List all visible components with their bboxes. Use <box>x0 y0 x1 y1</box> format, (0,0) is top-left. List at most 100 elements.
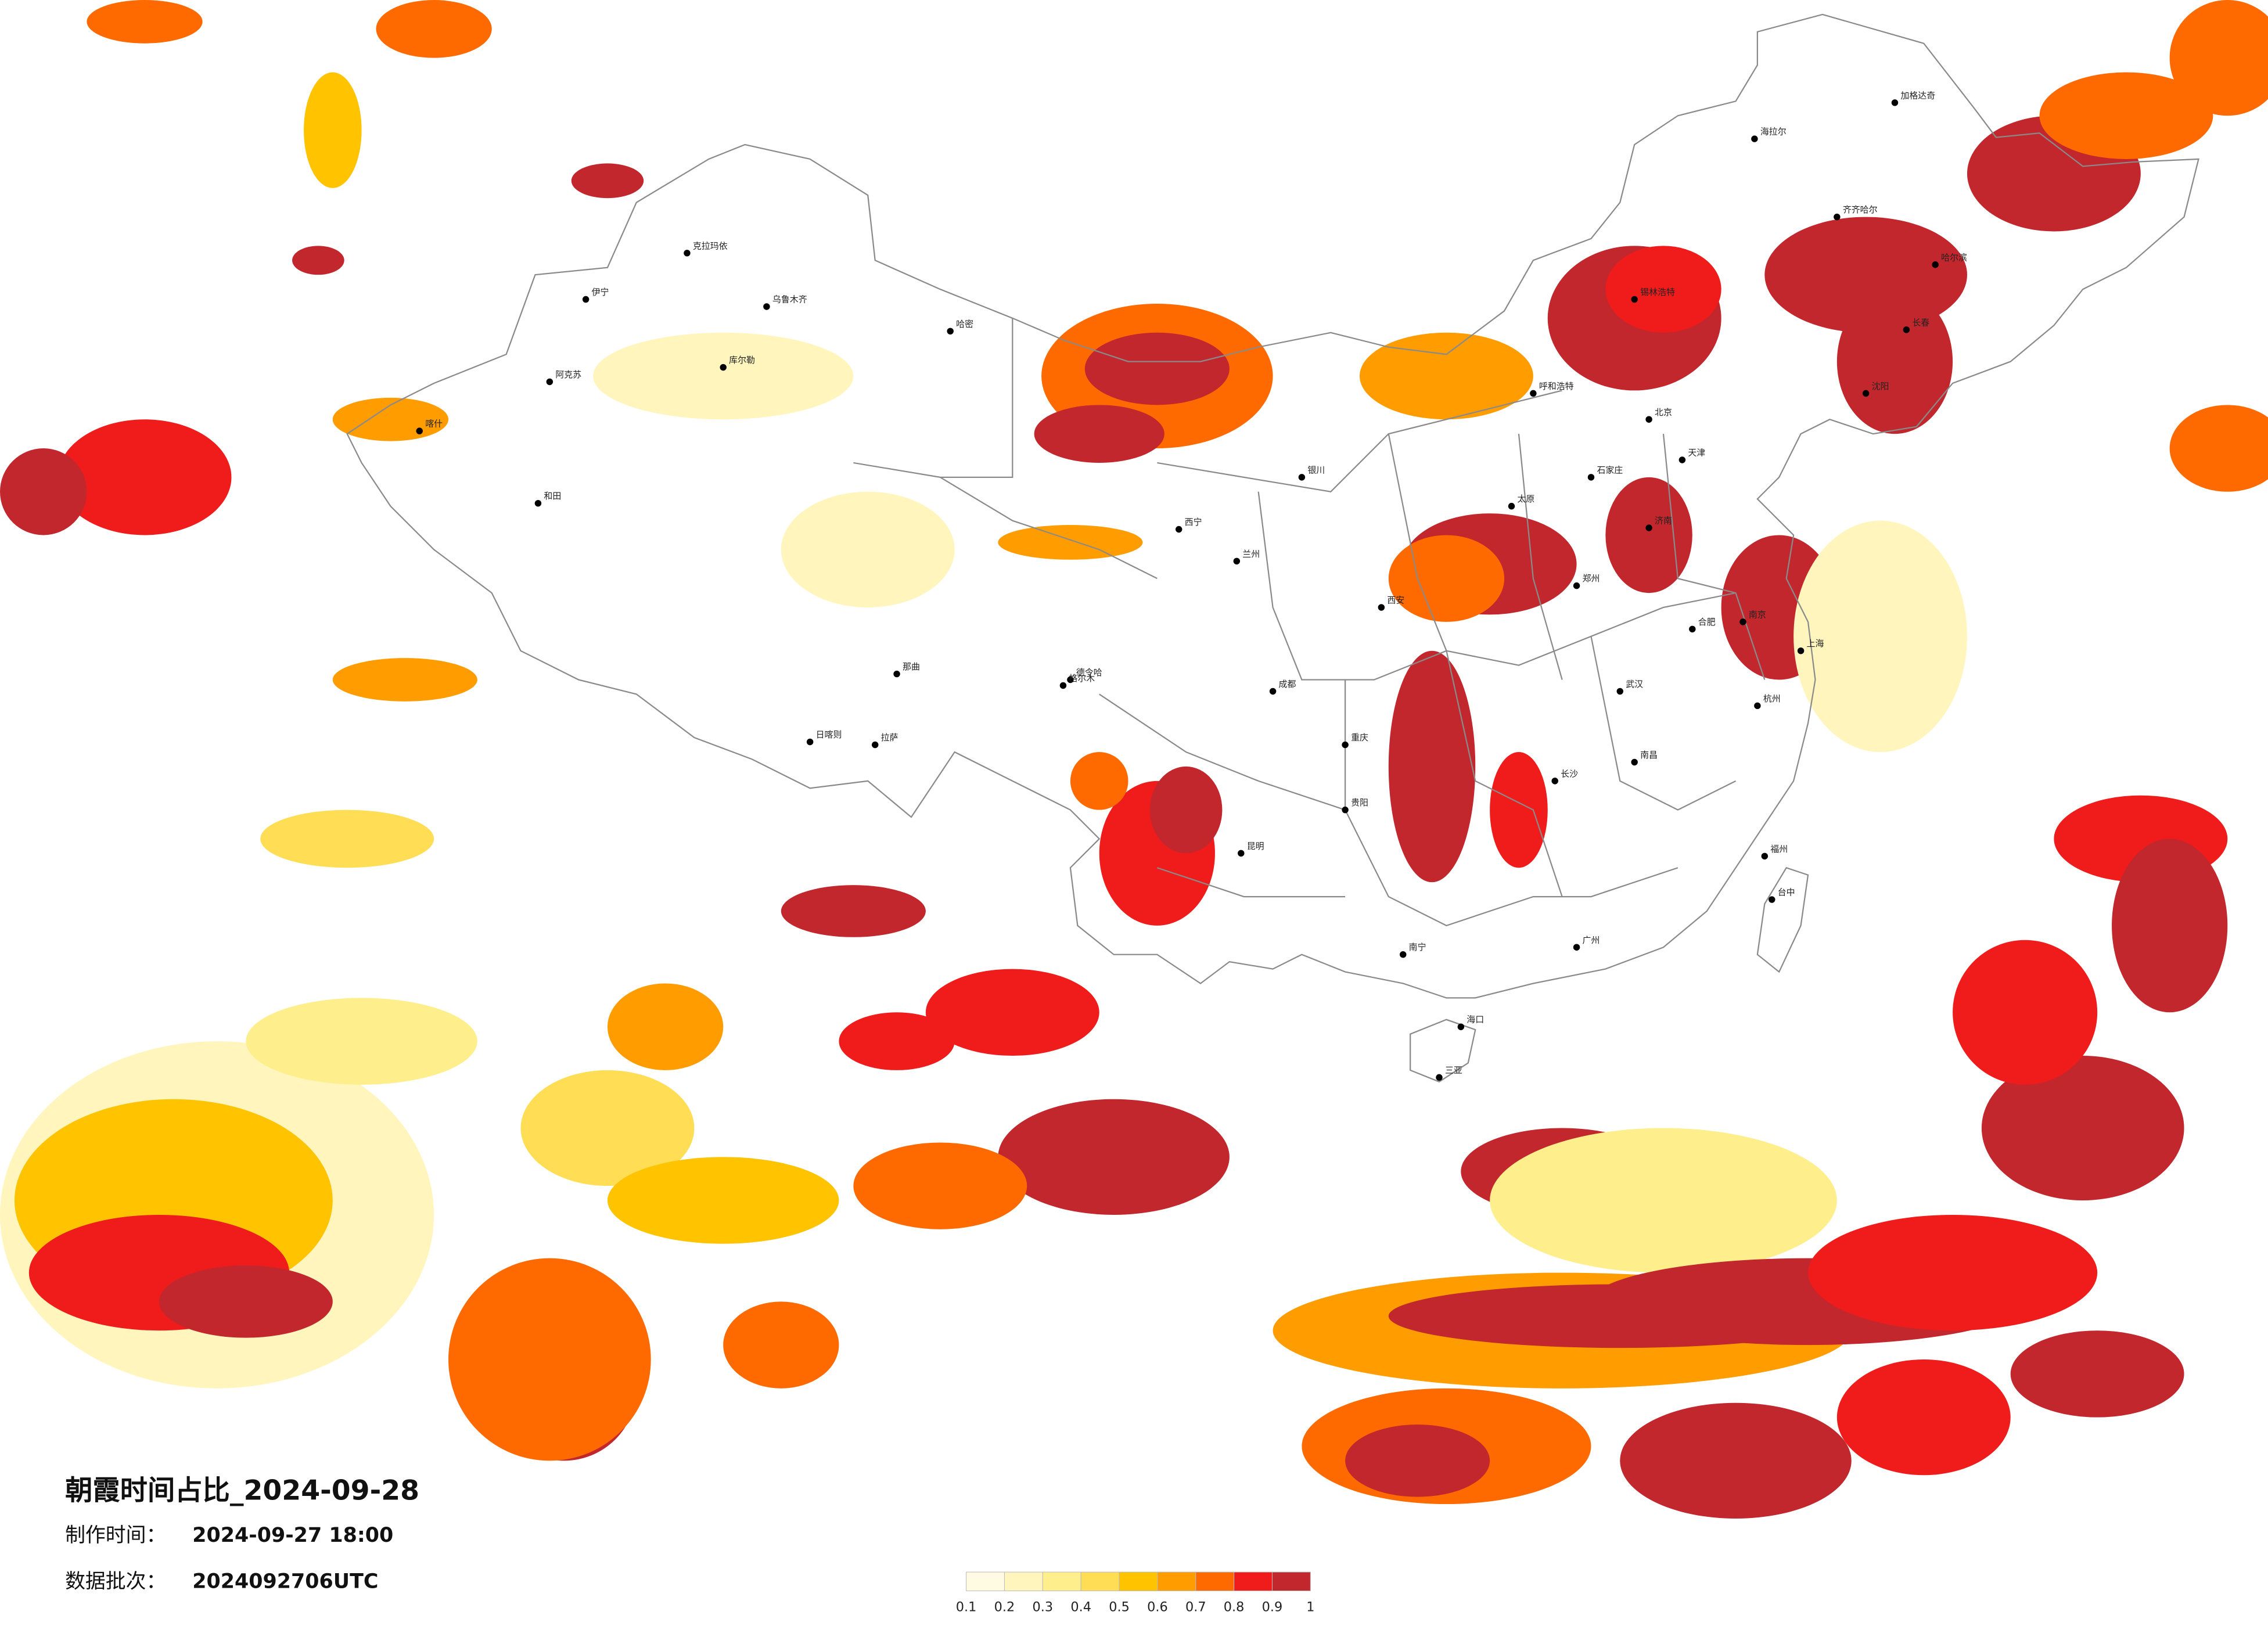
city-label: 和田 <box>544 491 561 501</box>
heat-area <box>303 72 362 188</box>
heat-area <box>1490 752 1548 868</box>
city-marker <box>1797 647 1805 654</box>
city-marker <box>1269 688 1277 695</box>
city-label: 长春 <box>1912 317 1929 328</box>
heat-area <box>1490 1128 1837 1273</box>
colorbar-tick-label: 1 <box>1306 1599 1314 1614</box>
city-marker <box>1761 852 1769 860</box>
city-marker <box>1238 850 1245 857</box>
city-label: 北京 <box>1655 407 1672 418</box>
city-label: 郑州 <box>1583 573 1600 584</box>
colorbar-tick-label: 0.5 <box>1109 1599 1130 1614</box>
city-label: 天津 <box>1688 447 1705 458</box>
city-label: 乌鲁木齐 <box>772 294 807 305</box>
city-marker <box>1739 618 1746 625</box>
heat-area <box>1388 650 1476 883</box>
city-label: 沈阳 <box>1872 381 1889 391</box>
city-label: 三亚 <box>1445 1065 1462 1075</box>
heat-area <box>1836 289 1953 434</box>
city-marker <box>1891 99 1899 106</box>
city-label: 加格达奇 <box>1900 90 1935 100</box>
colorbar-tick-label: 0.6 <box>1147 1599 1168 1614</box>
city-label: 银川 <box>1307 465 1325 475</box>
heat-area <box>571 163 644 199</box>
city-label: 贵阳 <box>1351 797 1368 808</box>
colorbar-box <box>1195 1571 1235 1591</box>
heat-area <box>1605 246 1721 333</box>
heat-area <box>781 491 955 607</box>
city-marker <box>1067 676 1074 684</box>
city-marker <box>947 328 954 335</box>
city-marker <box>893 670 900 678</box>
island-border <box>1410 1019 1476 1083</box>
city-marker <box>546 378 553 386</box>
city-marker <box>1342 806 1349 814</box>
city-label: 南昌 <box>1640 750 1658 760</box>
colorbar-box <box>1119 1571 1158 1591</box>
city-marker <box>1587 474 1595 481</box>
heat-area <box>2169 0 2268 116</box>
heat-area <box>1084 332 1230 405</box>
city-marker <box>1645 416 1652 423</box>
city-label: 呼和浩特 <box>1539 381 1574 391</box>
city-marker <box>1903 326 1910 333</box>
heat-area <box>593 332 854 420</box>
city-label: 重庆 <box>1351 732 1368 743</box>
colorbar-tick-label: 0.9 <box>1262 1599 1283 1614</box>
heat-area <box>723 1301 839 1388</box>
city-marker <box>1932 261 1939 268</box>
heat-area <box>998 1099 1230 1215</box>
city-marker <box>763 303 770 310</box>
island-border <box>1756 866 1809 973</box>
borders <box>346 13 2199 1083</box>
heat-area <box>246 998 477 1085</box>
heat-area <box>87 0 203 44</box>
city-marker <box>1551 778 1558 785</box>
city-marker <box>1298 474 1306 481</box>
city-marker <box>1631 296 1638 303</box>
city-label: 昆明 <box>1247 841 1264 851</box>
heat-area <box>607 983 724 1070</box>
city-marker <box>416 427 423 434</box>
city-marker <box>534 499 542 507</box>
city-marker <box>1754 702 1761 710</box>
data-batch-value: 2024092706UTC <box>192 1570 378 1593</box>
city-label: 那曲 <box>903 661 920 672</box>
colorbar-tick-label: 0.2 <box>994 1599 1015 1614</box>
city-marker <box>720 364 727 371</box>
heat-area <box>448 1258 651 1461</box>
city-label: 成都 <box>1279 679 1296 689</box>
colorbar-tick-label: 0.4 <box>1070 1599 1091 1614</box>
heat-area <box>925 969 1099 1056</box>
city-label: 西宁 <box>1185 517 1202 527</box>
city-marker <box>871 741 879 749</box>
city-label: 库尔勒 <box>729 355 755 365</box>
production-time-value: 2024-09-27 18:00 <box>192 1524 393 1547</box>
heat-area <box>607 1157 839 1244</box>
city-label: 格尔木 <box>1069 673 1095 684</box>
colorbar-box <box>1234 1571 1273 1591</box>
map-title: 朝霞时间占比_2024-09-28 <box>65 1475 419 1507</box>
city-marker <box>1834 213 1841 221</box>
heat-area <box>839 1012 955 1070</box>
city-label: 石家庄 <box>1597 465 1623 475</box>
city-marker <box>582 296 590 303</box>
heat-area <box>332 658 477 702</box>
country-border <box>346 13 2199 999</box>
colorbar-box <box>1042 1571 1081 1591</box>
production-time-label: 制作时间： <box>65 1524 166 1547</box>
city-label: 西安 <box>1387 595 1404 606</box>
city-marker <box>1399 951 1407 958</box>
heat-area <box>1808 1214 2098 1331</box>
heat-area <box>1149 766 1223 854</box>
city-marker <box>1059 682 1067 689</box>
heat-area <box>376 0 492 58</box>
heat-area <box>2169 405 2268 492</box>
heat-area <box>2039 72 2213 159</box>
city-marker <box>1342 741 1349 749</box>
colorbar-tick-label: 0.7 <box>1185 1599 1206 1614</box>
city-label: 上海 <box>1807 638 1824 649</box>
city-label: 福州 <box>1770 844 1788 854</box>
